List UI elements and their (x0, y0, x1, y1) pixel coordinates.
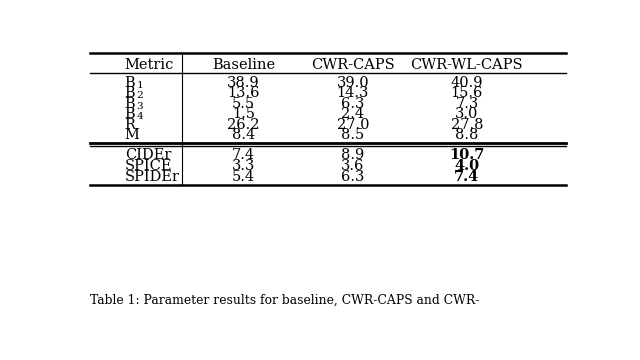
Text: 38.9: 38.9 (227, 76, 260, 90)
Text: Baseline: Baseline (212, 58, 275, 72)
Text: 7.4: 7.4 (232, 148, 255, 162)
Text: CWR-CAPS: CWR-CAPS (311, 58, 395, 72)
Text: Metric: Metric (125, 58, 174, 72)
Text: 40.9: 40.9 (451, 76, 483, 90)
Text: 10.7: 10.7 (449, 148, 484, 162)
Text: R: R (125, 118, 136, 132)
Text: 1: 1 (136, 81, 143, 90)
Text: B: B (125, 76, 135, 90)
Text: SPIDEr: SPIDEr (125, 170, 180, 184)
Text: Table 1: Parameter results for baseline, CWR-CAPS and CWR-: Table 1: Parameter results for baseline,… (90, 294, 479, 307)
Text: CWR-WL-CAPS: CWR-WL-CAPS (411, 58, 523, 72)
Text: 26.2: 26.2 (227, 118, 260, 132)
Text: 2: 2 (136, 91, 143, 100)
Text: B: B (125, 86, 135, 100)
Text: 14.3: 14.3 (337, 86, 369, 100)
Text: 5.4: 5.4 (232, 170, 255, 184)
Text: 8.4: 8.4 (232, 128, 255, 142)
Text: 3.3: 3.3 (232, 159, 255, 173)
Text: 3.0: 3.0 (455, 107, 479, 121)
Text: B: B (125, 96, 135, 111)
Text: 6.3: 6.3 (341, 170, 365, 184)
Text: 27.0: 27.0 (337, 118, 369, 132)
Text: 1.5: 1.5 (232, 107, 255, 121)
Text: 7.3: 7.3 (455, 96, 479, 111)
Text: 8.5: 8.5 (341, 128, 364, 142)
Text: B: B (125, 107, 135, 121)
Text: 3.6: 3.6 (341, 159, 365, 173)
Text: 8.9: 8.9 (341, 148, 364, 162)
Text: M: M (125, 128, 140, 142)
Text: 4.0: 4.0 (454, 159, 479, 173)
Text: 6.3: 6.3 (341, 96, 365, 111)
Text: 7.4: 7.4 (454, 170, 479, 184)
Text: 4: 4 (136, 112, 143, 121)
Text: 13.6: 13.6 (227, 86, 260, 100)
Text: 3: 3 (136, 102, 143, 111)
Text: 39.0: 39.0 (337, 76, 369, 90)
Text: 15.6: 15.6 (451, 86, 483, 100)
Text: 5.5: 5.5 (232, 96, 255, 111)
Text: SPICE: SPICE (125, 159, 172, 173)
Text: 27.8: 27.8 (451, 118, 483, 132)
Text: 8.8: 8.8 (455, 128, 479, 142)
Text: 2.4: 2.4 (341, 107, 364, 121)
Text: CIDEr: CIDEr (125, 148, 171, 162)
